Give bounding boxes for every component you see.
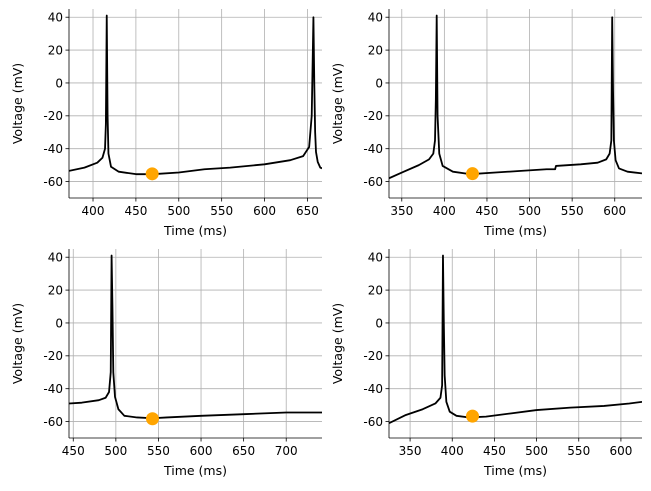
x-tick-label: 350 bbox=[399, 444, 422, 458]
y-tick-label: -20 bbox=[43, 109, 63, 123]
y-tick-label: 40 bbox=[48, 251, 63, 265]
y-axis-label: Voltage (mV) bbox=[330, 63, 345, 144]
subplot-1: 400 450 500 550 600 650 -60 -40 -20 0 20 40 Time (ms… bbox=[10, 9, 322, 238]
y-tick-label: 20 bbox=[368, 283, 383, 297]
x-axis-label: Time (ms) bbox=[163, 463, 227, 478]
x-axis-label: Time (ms) bbox=[483, 463, 547, 478]
x-tick-label: 400 bbox=[441, 444, 464, 458]
series-line bbox=[389, 14, 642, 180]
y-tick-label: 20 bbox=[368, 43, 383, 57]
x-tick-label: 450 bbox=[62, 444, 85, 458]
y-tick-label: -40 bbox=[43, 142, 63, 156]
y-axis-label: Voltage (mV) bbox=[10, 303, 25, 384]
x-tick-label: 350 bbox=[390, 204, 413, 218]
x-tick-label: 450 bbox=[124, 204, 147, 218]
y-tick-label: -60 bbox=[363, 415, 383, 429]
y-tick-label: 0 bbox=[375, 316, 383, 330]
x-tick-label: 500 bbox=[525, 444, 548, 458]
x-tick-label: 700 bbox=[275, 444, 298, 458]
x-tick-label: 550 bbox=[567, 444, 590, 458]
subplot-2: 350 400 450 500 550 600 -60 -40 -20 0 20 40 Time (ms… bbox=[330, 9, 642, 238]
series-line bbox=[69, 254, 322, 420]
marker-point bbox=[465, 409, 479, 423]
y-tick-label: -20 bbox=[363, 109, 383, 123]
x-tick-label: 650 bbox=[296, 204, 319, 218]
marker-point bbox=[145, 412, 159, 426]
x-tick-label: 500 bbox=[104, 444, 127, 458]
y-axis-label: Voltage (mV) bbox=[330, 303, 345, 384]
x-tick-label: 500 bbox=[518, 204, 541, 218]
x-tick-label: 600 bbox=[609, 444, 632, 458]
x-tick-label: 400 bbox=[82, 204, 105, 218]
y-tick-label: -60 bbox=[43, 175, 63, 189]
y-tick-label: -20 bbox=[363, 349, 383, 363]
y-tick-label: -40 bbox=[363, 382, 383, 396]
x-tick-label: 550 bbox=[210, 204, 233, 218]
x-tick-label: 450 bbox=[483, 444, 506, 458]
y-tick-label: 0 bbox=[375, 76, 383, 90]
y-tick-label: -60 bbox=[363, 175, 383, 189]
y-tick-label: -40 bbox=[43, 382, 63, 396]
y-tick-label: 20 bbox=[48, 283, 63, 297]
y-tick-label: -40 bbox=[363, 142, 383, 156]
series-line bbox=[69, 14, 322, 176]
x-axis-label: Time (ms) bbox=[163, 223, 227, 238]
x-tick-label: 400 bbox=[433, 204, 456, 218]
series-line bbox=[389, 254, 642, 425]
y-tick-label: -20 bbox=[43, 349, 63, 363]
x-tick-label: 650 bbox=[232, 444, 255, 458]
y-tick-label: 40 bbox=[368, 11, 383, 25]
x-tick-label: 550 bbox=[147, 444, 170, 458]
x-axis-label: Time (ms) bbox=[483, 223, 547, 238]
y-tick-label: 20 bbox=[48, 43, 63, 57]
y-tick-label: 40 bbox=[368, 251, 383, 265]
y-tick-label: 0 bbox=[55, 76, 63, 90]
y-tick-label: 0 bbox=[55, 316, 63, 330]
x-tick-label: 500 bbox=[167, 204, 190, 218]
x-tick-label: 600 bbox=[603, 204, 626, 218]
x-tick-label: 600 bbox=[190, 444, 213, 458]
subplot-3: 450 500 550 600 650 700 -60 -40 -20 0 20 40 Time (ms… bbox=[10, 249, 322, 478]
marker-point bbox=[465, 167, 479, 181]
x-tick-label: 450 bbox=[476, 204, 499, 218]
y-axis-label: Voltage (mV) bbox=[10, 63, 25, 144]
marker-point bbox=[145, 167, 159, 181]
subplot-4: 350 400 450 500 550 600 -60 -40 -20 0 20 40 Time (ms… bbox=[330, 249, 642, 478]
x-tick-label: 600 bbox=[253, 204, 276, 218]
y-tick-label: 40 bbox=[48, 11, 63, 25]
x-tick-label: 550 bbox=[561, 204, 584, 218]
y-tick-label: -60 bbox=[43, 415, 63, 429]
